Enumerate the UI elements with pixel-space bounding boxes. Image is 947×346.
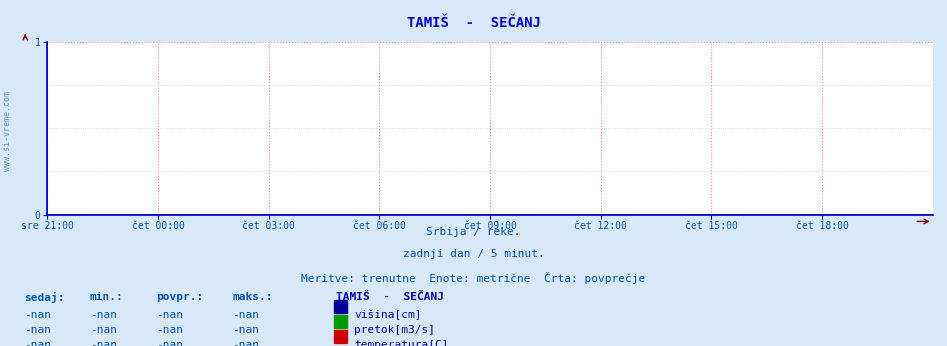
Text: -nan: -nan	[24, 325, 51, 335]
Text: www.si-vreme.com: www.si-vreme.com	[3, 91, 12, 172]
Text: višina[cm]: višina[cm]	[354, 310, 421, 320]
Text: sedaj:: sedaj:	[24, 292, 64, 303]
Text: TAMIŠ  -  SEČANJ: TAMIŠ - SEČANJ	[406, 16, 541, 29]
Text: TAMIŠ  -  SEČANJ: TAMIŠ - SEČANJ	[336, 292, 444, 302]
Text: -nan: -nan	[156, 325, 184, 335]
Text: pretok[m3/s]: pretok[m3/s]	[354, 325, 436, 335]
Text: min.:: min.:	[90, 292, 124, 302]
Text: -nan: -nan	[156, 310, 184, 320]
Text: -nan: -nan	[90, 325, 117, 335]
Text: Meritve: trenutne  Enote: metrične  Črta: povprečje: Meritve: trenutne Enote: metrične Črta: …	[301, 272, 646, 284]
Text: povpr.:: povpr.:	[156, 292, 204, 302]
Text: zadnji dan / 5 minut.: zadnji dan / 5 minut.	[402, 249, 545, 259]
Text: -nan: -nan	[232, 340, 259, 346]
Text: -nan: -nan	[24, 340, 51, 346]
Text: -nan: -nan	[156, 340, 184, 346]
Text: -nan: -nan	[90, 340, 117, 346]
Text: maks.:: maks.:	[232, 292, 273, 302]
Text: -nan: -nan	[232, 310, 259, 320]
Text: Srbija / reke.: Srbija / reke.	[426, 227, 521, 237]
Text: -nan: -nan	[24, 310, 51, 320]
Text: -nan: -nan	[232, 325, 259, 335]
Text: -nan: -nan	[90, 310, 117, 320]
Text: temperatura[C]: temperatura[C]	[354, 340, 449, 346]
